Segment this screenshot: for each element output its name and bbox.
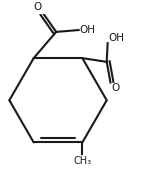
Text: O: O (111, 83, 120, 93)
Text: OH: OH (109, 33, 125, 43)
Text: O: O (33, 2, 41, 12)
Text: OH: OH (80, 25, 96, 35)
Text: CH₃: CH₃ (73, 155, 91, 166)
